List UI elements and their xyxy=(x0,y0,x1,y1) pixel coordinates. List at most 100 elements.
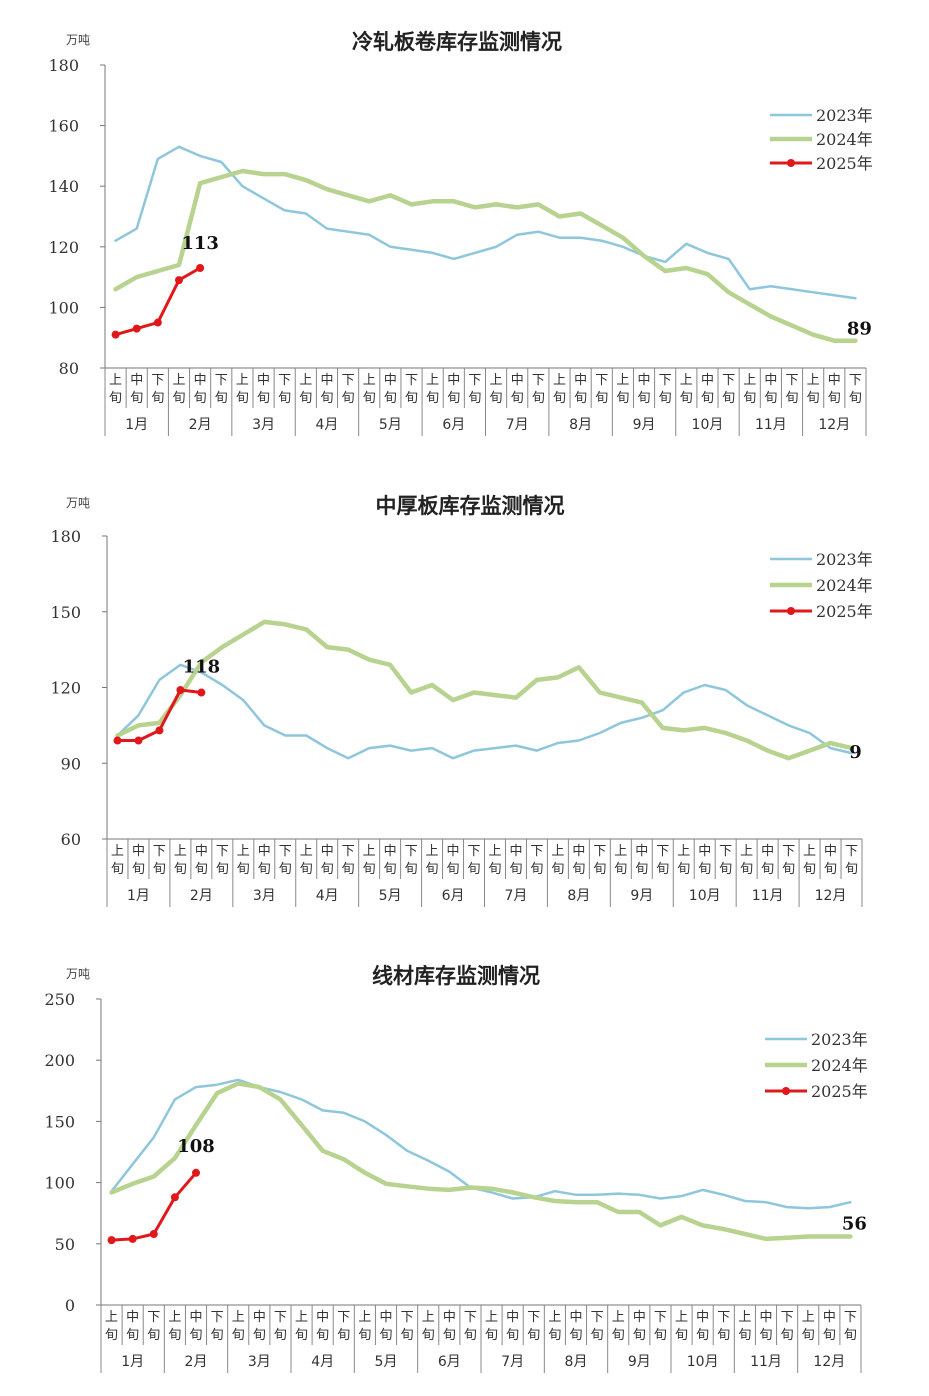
x-sub-label: 上 xyxy=(236,373,249,388)
x-sub-label: 下 xyxy=(786,373,799,388)
x-month-label: 7月 xyxy=(501,1354,524,1370)
x-sub-label: 旬 xyxy=(719,862,732,877)
x-sub-label: 旬 xyxy=(506,1328,519,1343)
x-sub-label: 旬 xyxy=(656,862,669,877)
legend-label: 2023年 xyxy=(816,106,873,125)
legend-label: 2024年 xyxy=(816,576,873,595)
x-sub-label: 上 xyxy=(802,1310,815,1325)
chart-3: 线材库存监测情况万吨050100150200250上旬中旬下旬上旬中旬下旬上旬中… xyxy=(44,963,868,1373)
x-sub-label: 下 xyxy=(845,844,858,859)
x-sub-label: 旬 xyxy=(237,862,250,877)
y-tick-label: 140 xyxy=(48,177,79,196)
data-label: 108 xyxy=(177,1136,215,1157)
series-line-2023年 xyxy=(114,145,857,300)
x-sub-label: 旬 xyxy=(111,862,124,877)
x-sub-label: 中 xyxy=(258,844,271,859)
x-sub-label: 中 xyxy=(194,373,207,388)
x-sub-label: 旬 xyxy=(548,1328,561,1343)
x-month-label: 1月 xyxy=(127,888,150,904)
x-sub-label: 旬 xyxy=(593,862,606,877)
x-sub-label: 旬 xyxy=(781,1328,794,1343)
x-sub-label: 旬 xyxy=(253,1328,266,1343)
x-sub-label: 上 xyxy=(172,373,185,388)
x-sub-label: 旬 xyxy=(320,391,333,406)
x-sub-label: 上 xyxy=(237,844,250,859)
x-month-label: 7月 xyxy=(504,888,527,904)
x-sub-label: 旬 xyxy=(722,391,735,406)
x-sub-label: 旬 xyxy=(189,1328,202,1343)
x-sub-label: 旬 xyxy=(823,1328,836,1343)
x-sub-label: 旬 xyxy=(782,862,795,877)
x-sub-label: 中 xyxy=(253,1310,266,1325)
x-sub-label: 中 xyxy=(443,1310,456,1325)
x-sub-label: 旬 xyxy=(532,391,545,406)
x-sub-label: 下 xyxy=(405,844,418,859)
data-label: 9 xyxy=(849,742,862,763)
data-point xyxy=(155,726,164,735)
x-sub-label: 旬 xyxy=(824,862,837,877)
x-sub-label: 旬 xyxy=(300,862,313,877)
x-sub-label: 旬 xyxy=(426,391,439,406)
data-point xyxy=(176,686,185,695)
x-sub-label: 旬 xyxy=(845,862,858,877)
x-sub-label: 中 xyxy=(635,844,648,859)
x-sub-label: 上 xyxy=(616,373,629,388)
x-sub-label: 旬 xyxy=(569,1328,582,1343)
x-month-label: 10月 xyxy=(687,1354,719,1370)
x-sub-label: 上 xyxy=(490,373,503,388)
x-sub-label: 下 xyxy=(591,1310,604,1325)
x-sub-label: 旬 xyxy=(151,391,164,406)
data-point xyxy=(174,276,183,285)
x-month-label: 12月 xyxy=(818,417,850,433)
x-sub-label: 旬 xyxy=(379,1328,392,1343)
x-sub-label: 上 xyxy=(358,1310,371,1325)
x-sub-label: 中 xyxy=(384,373,397,388)
x-sub-label: 中 xyxy=(698,844,711,859)
x-sub-label: 旬 xyxy=(168,1328,181,1343)
x-sub-label: 旬 xyxy=(802,1328,815,1343)
y-tick-label: 100 xyxy=(48,298,79,317)
x-sub-label: 下 xyxy=(782,844,795,859)
x-month-label: 10月 xyxy=(692,417,724,433)
x-sub-label: 下 xyxy=(781,1310,794,1325)
x-sub-label: 旬 xyxy=(422,1328,435,1343)
x-sub-label: 下 xyxy=(279,844,292,859)
x-sub-label: 旬 xyxy=(490,391,503,406)
x-sub-label: 旬 xyxy=(698,862,711,877)
x-sub-label: 旬 xyxy=(295,1328,308,1343)
x-sub-label: 旬 xyxy=(363,862,376,877)
x-sub-label: 旬 xyxy=(216,862,229,877)
data-point xyxy=(149,1230,158,1239)
x-month-label: 5月 xyxy=(379,888,402,904)
x-sub-label: 旬 xyxy=(258,862,271,877)
x-sub-label: 上 xyxy=(105,1310,118,1325)
x-sub-label: 上 xyxy=(232,1310,245,1325)
x-sub-label: 旬 xyxy=(701,391,714,406)
x-sub-label: 中 xyxy=(447,373,460,388)
x-month-label: 8月 xyxy=(569,417,592,433)
legend-marker xyxy=(787,159,795,167)
x-sub-label: 上 xyxy=(109,373,122,388)
x-sub-label: 旬 xyxy=(764,391,777,406)
x-sub-label: 下 xyxy=(216,844,229,859)
y-tick-label: 250 xyxy=(44,990,75,1009)
x-sub-label: 旬 xyxy=(257,391,270,406)
x-month-label: 11月 xyxy=(755,417,787,433)
x-sub-label: 旬 xyxy=(677,862,690,877)
data-point xyxy=(196,264,205,273)
x-sub-label: 旬 xyxy=(612,1328,625,1343)
y-tick-label: 0 xyxy=(65,1296,75,1315)
x-sub-label: 旬 xyxy=(279,862,292,877)
x-sub-label: 旬 xyxy=(468,862,481,877)
x-sub-label: 下 xyxy=(464,1310,477,1325)
x-sub-label: 下 xyxy=(153,844,166,859)
x-sub-label: 旬 xyxy=(337,1328,350,1343)
x-sub-label: 下 xyxy=(342,373,355,388)
x-month-label: 9月 xyxy=(630,888,653,904)
x-sub-label: 上 xyxy=(807,373,820,388)
x-sub-label: 下 xyxy=(849,373,862,388)
x-month-label: 4月 xyxy=(316,888,339,904)
x-sub-label: 上 xyxy=(299,373,312,388)
series-line-2024年 xyxy=(113,168,858,343)
